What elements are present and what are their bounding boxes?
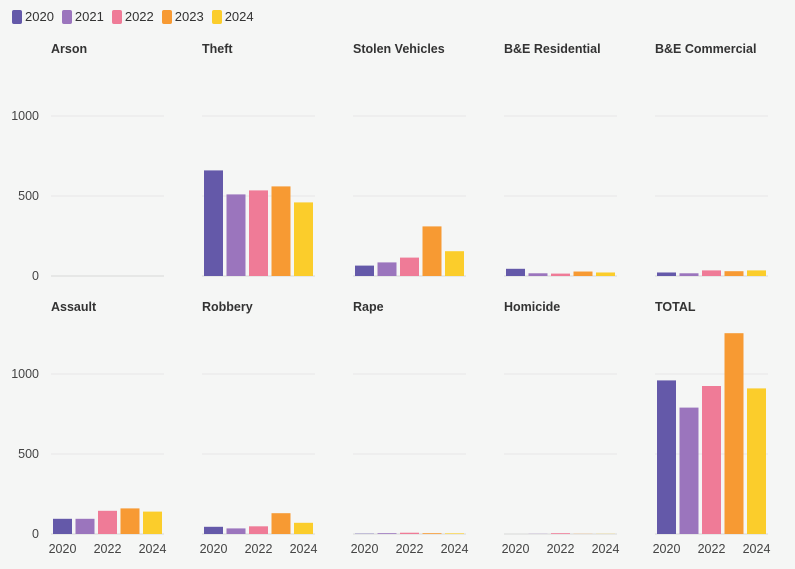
x-tick-label: 2020 (351, 542, 379, 556)
legend-item-2021[interactable]: 2021 (61, 9, 104, 24)
legend-label: 2021 (74, 9, 104, 24)
bar-rape-2022 (400, 532, 419, 534)
bar-total-2022 (702, 386, 721, 534)
x-tick-label: 2024 (290, 542, 318, 556)
bar-total-2024 (747, 388, 766, 534)
bar-b-e-residential-2020 (506, 268, 525, 276)
bar-rape-2024 (445, 533, 464, 534)
bar-b-e-commercial-2020 (657, 272, 676, 276)
legend-label: 2023 (174, 9, 204, 24)
x-tick-label: 2022 (547, 542, 575, 556)
bar-homicide-2022 (551, 533, 570, 534)
bar-robbery-2024 (294, 522, 313, 534)
bar-b-e-commercial-2022 (702, 270, 721, 276)
y-tick-label: 1000 (11, 109, 39, 123)
legend-swatch (61, 9, 72, 24)
x-tick-label: 2020 (49, 542, 77, 556)
panel-title: B&E Commercial (655, 42, 756, 56)
bar-b-e-residential-2022 (551, 273, 570, 276)
legend-item-2023[interactable]: 2023 (161, 9, 204, 24)
bar-theft-2020 (204, 170, 223, 276)
legend-swatch (161, 9, 172, 24)
panel-title: TOTAL (655, 300, 696, 314)
legend-swatch (211, 9, 222, 24)
y-tick-label: 0 (32, 269, 39, 283)
bar-robbery-2021 (226, 528, 246, 534)
panel-title: Theft (202, 42, 233, 56)
y-tick-label: 500 (18, 447, 39, 461)
panel-title: Rape (353, 300, 384, 314)
bar-b-e-commercial-2023 (724, 271, 744, 276)
x-tick-label: 2022 (94, 542, 122, 556)
panel-title: Homicide (504, 300, 560, 314)
legend-label: 2024 (224, 9, 254, 24)
bar-theft-2023 (271, 186, 291, 276)
x-tick-label: 2020 (200, 542, 228, 556)
panel-title: Robbery (202, 300, 253, 314)
x-tick-label: 2022 (698, 542, 726, 556)
legend-swatch (12, 9, 22, 24)
bar-b-e-commercial-2024 (747, 270, 766, 276)
x-tick-label: 2020 (653, 542, 681, 556)
bar-stolen-vehicles-2020 (355, 265, 374, 276)
bar-stolen-vehicles-2021 (377, 262, 397, 276)
x-tick-label: 2022 (245, 542, 273, 556)
bar-theft-2024 (294, 202, 313, 276)
bar-total-2023 (724, 333, 744, 534)
x-tick-label: 2022 (396, 542, 424, 556)
bar-robbery-2020 (204, 526, 223, 534)
bar-total-2020 (657, 380, 676, 534)
bar-rape-2023 (422, 533, 442, 534)
x-tick-label: 2024 (139, 542, 167, 556)
panel-title: Stolen Vehicles (353, 42, 445, 56)
bar-b-e-residential-2024 (596, 272, 615, 276)
x-tick-label: 2024 (743, 542, 771, 556)
bar-robbery-2022 (249, 526, 268, 534)
bar-assault-2023 (120, 508, 140, 534)
legend-swatch (111, 9, 122, 24)
legend-item-2020[interactable]: 2020 (12, 9, 54, 24)
legend-label: 2020 (25, 9, 54, 24)
panel-title: Arson (51, 42, 87, 56)
bar-rape-2021 (377, 533, 397, 534)
legend-item-2024[interactable]: 2024 (211, 9, 254, 24)
legend-item-2022[interactable]: 2022 (111, 9, 154, 24)
y-tick-label: 1000 (11, 367, 39, 381)
bar-total-2021 (679, 407, 699, 534)
legend-label: 2022 (124, 9, 154, 24)
bar-b-e-residential-2021 (528, 273, 548, 276)
x-tick-label: 2024 (592, 542, 620, 556)
x-tick-label: 2024 (441, 542, 469, 556)
bar-b-e-residential-2023 (573, 271, 593, 276)
bar-theft-2022 (249, 190, 268, 276)
bar-assault-2020 (53, 518, 72, 534)
bar-stolen-vehicles-2024 (445, 251, 464, 276)
legend: 2020 2021 2022 2023 2024 (12, 9, 254, 24)
bar-robbery-2023 (271, 513, 291, 534)
bar-assault-2024 (143, 511, 162, 534)
bar-assault-2022 (98, 510, 117, 534)
bar-b-e-commercial-2021 (679, 273, 699, 276)
panel-title: B&E Residential (504, 42, 601, 56)
bar-theft-2021 (226, 194, 246, 276)
y-tick-label: 500 (18, 189, 39, 203)
x-tick-label: 2020 (502, 542, 530, 556)
bar-stolen-vehicles-2023 (422, 226, 442, 276)
panel-title: Assault (51, 300, 97, 314)
y-tick-label: 0 (32, 527, 39, 541)
bar-assault-2021 (75, 518, 95, 534)
bar-stolen-vehicles-2022 (400, 257, 419, 276)
